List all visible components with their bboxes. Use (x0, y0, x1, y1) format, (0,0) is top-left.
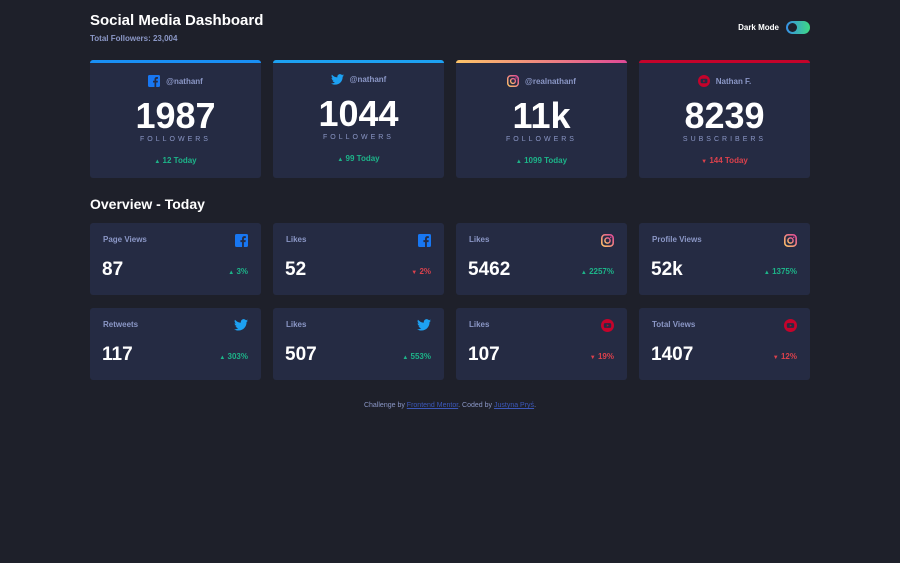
twitter-icon (330, 74, 344, 85)
card-youtube[interactable]: Nathan F. 8239 SUBSCRIBERS ▼ 144 Today (639, 60, 810, 178)
page-title: Social Media Dashboard (90, 12, 264, 29)
overview-card-profile-views[interactable]: Profile Views 52k ▲ 1375% (639, 223, 810, 295)
card-handle-row: @nathanf (273, 74, 444, 85)
twitter-icon (417, 319, 431, 331)
card-handle: Nathan F. (715, 76, 752, 86)
card-accent-bar (273, 60, 444, 63)
youtube-icon (601, 319, 614, 332)
follower-label: FOLLOWERS (506, 136, 577, 143)
overview-percent: ▲ 553% (402, 352, 431, 361)
dark-mode-label: Dark Mode (738, 23, 779, 32)
overview-title: Overview - Today (90, 196, 205, 212)
today-change: ▲ 12 Today (154, 156, 197, 165)
overview-value: 117 (102, 344, 133, 365)
card-handle-row: Nathan F. (639, 75, 810, 87)
footer: Challenge by Frontend Mentor. Coded by J… (0, 402, 900, 409)
overview-card-twitter-likes[interactable]: Likes 507 ▲ 553% (273, 308, 444, 380)
overview-value: 87 (102, 259, 124, 280)
card-instagram[interactable]: @realnathanf 11k FOLLOWERS ▲ 1099 Today (456, 60, 627, 178)
overview-label: Page Views (103, 235, 147, 244)
overview-label: Retweets (103, 320, 139, 329)
footer-prefix: Challenge by (363, 402, 405, 409)
overview-card-instagram-likes[interactable]: Likes 5462 ▲ 2257% (456, 223, 627, 295)
subscriber-label: SUBSCRIBERS (682, 136, 767, 143)
overview-label: Likes (469, 320, 490, 329)
today-change: ▼ 144 Today (701, 156, 748, 165)
overview-label: Total Views (652, 320, 696, 329)
today-change: ▲ 99 Today (337, 154, 380, 163)
overview-label: Likes (469, 235, 490, 244)
overview-label: Likes (286, 235, 307, 244)
overview-percent: ▲ 303% (219, 352, 248, 361)
total-followers: Total Followers: 23,004 (90, 34, 178, 43)
author-link[interactable]: Justyna Pryś (493, 402, 535, 409)
follower-count: 1987 (135, 95, 216, 136)
overview-value: 507 (285, 344, 317, 365)
overview-label: Profile Views (652, 235, 702, 244)
youtube-icon (784, 319, 797, 332)
dark-mode-toggle[interactable] (786, 21, 810, 34)
card-handle: @realnathanf (525, 76, 576, 86)
instagram-icon (507, 75, 520, 87)
instagram-icon (784, 234, 797, 247)
footer-middle: . Coded by (458, 402, 493, 409)
overview-value: 5462 (468, 259, 511, 280)
follower-count: 1044 (318, 93, 399, 134)
card-handle: @nathanf (166, 76, 203, 86)
card-handle: @nathanf (349, 75, 387, 84)
overview-percent: ▼ 12% (772, 352, 797, 361)
facebook-icon (418, 234, 431, 247)
overview-percent: ▼ 19% (589, 352, 614, 361)
overview-label: Likes (286, 320, 307, 329)
frontend-mentor-link[interactable]: Frontend Mentor (406, 402, 459, 409)
follower-label: FOLLOWERS (323, 134, 394, 141)
overview-percent: ▲ 2257% (580, 267, 614, 276)
card-handle-row: @realnathanf (456, 75, 627, 87)
follower-label: FOLLOWERS (140, 136, 211, 143)
facebook-icon (148, 75, 161, 87)
overview-value: 1407 (651, 344, 694, 365)
follower-count: 11k (512, 95, 571, 136)
footer-suffix: . (534, 402, 537, 409)
dark-mode-toggle-group: Dark Mode (738, 21, 810, 34)
overview-card-retweets[interactable]: Retweets 117 ▲ 303% (90, 308, 261, 380)
youtube-icon (697, 75, 710, 87)
card-facebook[interactable]: @nathanf 1987 FOLLOWERS ▲ 12 Today (90, 60, 261, 178)
twitter-icon (234, 319, 248, 331)
card-twitter[interactable]: @nathanf 1044 FOLLOWERS ▲ 99 Today (273, 60, 444, 178)
overview-percent: ▼ 2% (411, 267, 431, 276)
today-change: ▲ 1099 Today (515, 156, 568, 165)
overview-card-facebook-likes[interactable]: Likes 52 ▼ 2% (273, 223, 444, 295)
header: Social Media Dashboard Total Followers: … (90, 12, 810, 44)
card-accent-bar (90, 60, 261, 63)
facebook-icon (235, 234, 248, 247)
overview-card-page-views[interactable]: Page Views 87 ▲ 3% (90, 223, 261, 295)
card-handle-row: @nathanf (90, 75, 261, 87)
overview-card-youtube-likes[interactable]: Likes 107 ▼ 19% (456, 308, 627, 380)
instagram-icon (601, 234, 614, 247)
overview-percent: ▲ 3% (228, 267, 248, 276)
overview-percent: ▲ 1375% (763, 267, 797, 276)
card-accent-bar (456, 60, 627, 63)
overview-card-total-views[interactable]: Total Views 1407 ▼ 12% (639, 308, 810, 380)
subscriber-count: 8239 (684, 95, 765, 136)
card-accent-bar (639, 60, 810, 63)
overview-value: 52k (651, 259, 683, 280)
toggle-knob (788, 23, 797, 32)
overview-value: 52 (285, 259, 307, 280)
overview-value: 107 (468, 344, 500, 365)
